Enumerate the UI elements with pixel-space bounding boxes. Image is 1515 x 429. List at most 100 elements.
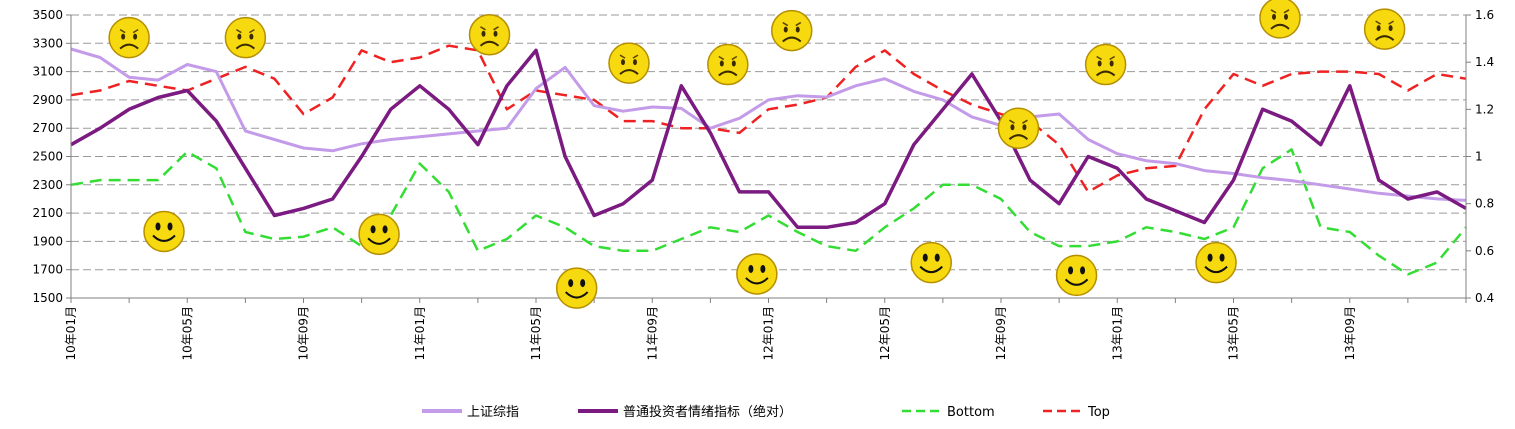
face-eye [719, 60, 724, 67]
legend-item-sentiment: 普通投资者情绪指标（绝对） [578, 404, 792, 420]
face-circle [358, 213, 400, 256]
axes [66, 14, 1471, 303]
y-left-tick-label: 1700 [32, 263, 63, 277]
sad-face-icon [997, 107, 1040, 149]
face-circle [771, 9, 813, 52]
face-eye [167, 222, 173, 231]
face-mouth [564, 291, 589, 299]
face-mouth [919, 265, 943, 274]
face-brow [1009, 119, 1015, 124]
face-brow [119, 28, 126, 34]
face-eye [133, 33, 138, 40]
y-left-tick-label: 1900 [32, 234, 63, 248]
face-mouth [745, 277, 769, 285]
y-left-tick-label: 2500 [32, 150, 63, 164]
face-circle [224, 16, 267, 59]
y-left-tick-label: 2900 [32, 93, 63, 107]
smile-face-icon [736, 253, 778, 295]
face-brow [132, 28, 139, 34]
face-brow [1388, 20, 1395, 25]
chart-legend: 上证综指 普通投资者情绪指标（绝对） Bottom Top [422, 404, 1110, 420]
y-left-tick-label: 2700 [32, 121, 63, 135]
face-brow [480, 26, 486, 31]
x-tick-label: 13年05月 [1227, 306, 1241, 361]
sad-face-icon [108, 16, 150, 59]
face-eye [748, 264, 754, 273]
face-eye [633, 59, 637, 66]
sad-face-icon [1084, 43, 1127, 86]
face-eye [1272, 13, 1276, 20]
y-right-tick-label: 0.8 [1475, 197, 1494, 211]
emoji-annotations [108, 0, 1406, 309]
legend-item-shanghai: 上证综指 [422, 405, 519, 420]
face-circle [608, 42, 650, 84]
smile-face-icon [555, 267, 598, 309]
face-brow [718, 55, 725, 61]
face-circle [108, 16, 150, 59]
legend-item-top: Top [1043, 405, 1110, 420]
face-brow [235, 28, 242, 34]
face-circle [555, 267, 598, 309]
face-mouth [367, 237, 391, 245]
face-brow [782, 21, 789, 27]
face-eye [1207, 253, 1213, 262]
left-y-axis-labels: 1500 1700 1900 2100 2300 2500 2700 2900 3100 3300… [32, 8, 63, 305]
face-circle [997, 107, 1040, 149]
x-tick-label: 11年09月 [645, 306, 659, 361]
face-eye [493, 30, 498, 37]
face-eye [1022, 124, 1027, 131]
face-mouth [119, 43, 139, 50]
right-y-axis-labels: 0.4 0.6 0.8 1 1.2 1.4 1.6 [1475, 8, 1494, 305]
face-brow [632, 54, 639, 59]
face-eye [1219, 253, 1225, 262]
face-eye [731, 60, 736, 67]
face-brow [1022, 119, 1028, 124]
face-eye [481, 30, 486, 37]
face-eye [795, 26, 800, 33]
face-circle [1195, 241, 1237, 284]
face-brow [1270, 9, 1277, 14]
sad-face-icon [707, 43, 749, 86]
y-left-tick-label: 3500 [32, 8, 63, 22]
face-eye [382, 225, 388, 234]
y-right-tick-label: 1 [1475, 150, 1483, 164]
face-mouth [1008, 134, 1029, 140]
face-eye [1284, 13, 1288, 20]
face-eye [783, 26, 788, 33]
face-eye [249, 33, 254, 40]
smile-face-icon [143, 210, 185, 253]
x-tick-label: 12年05月 [878, 306, 892, 361]
face-brow [619, 54, 626, 59]
legend-item-bottom: Bottom [902, 405, 995, 420]
sad-face-icon [1363, 8, 1406, 50]
x-tick-label: 12年09月 [994, 306, 1008, 361]
face-circle [1084, 43, 1127, 86]
x-axis-labels: 10年01月 10年05月 10年09月 11年01月 11年05月 11年09月 12年0… [64, 306, 1357, 361]
smile-face-icon [358, 213, 400, 256]
face-brow [248, 28, 255, 34]
face-brow [1096, 55, 1103, 61]
series-line-sentiment-index [70, 48, 1467, 230]
face-eye [934, 253, 940, 262]
face-mouth [1095, 70, 1116, 77]
face-circle [1363, 8, 1406, 50]
face-eye [621, 59, 625, 66]
y-right-tick-label: 1.4 [1475, 55, 1494, 69]
face-circle [1259, 0, 1301, 39]
y-left-tick-label: 1500 [32, 291, 63, 305]
y-left-tick-label: 3100 [32, 65, 63, 79]
face-brow [731, 55, 738, 61]
face-brow [1283, 9, 1290, 14]
face-eye [1376, 25, 1381, 32]
face-brow [795, 21, 802, 27]
x-tick-label: 10年01月 [64, 306, 78, 361]
face-mouth [782, 36, 802, 43]
legend-label-shanghai: 上证综指 [467, 405, 519, 420]
y-left-tick-label: 2100 [32, 206, 63, 220]
face-eye [1080, 266, 1086, 275]
face-eye [580, 279, 586, 288]
face-mouth [235, 43, 256, 50]
face-eye [121, 33, 126, 40]
x-tick-label: 10年09月 [297, 306, 311, 361]
